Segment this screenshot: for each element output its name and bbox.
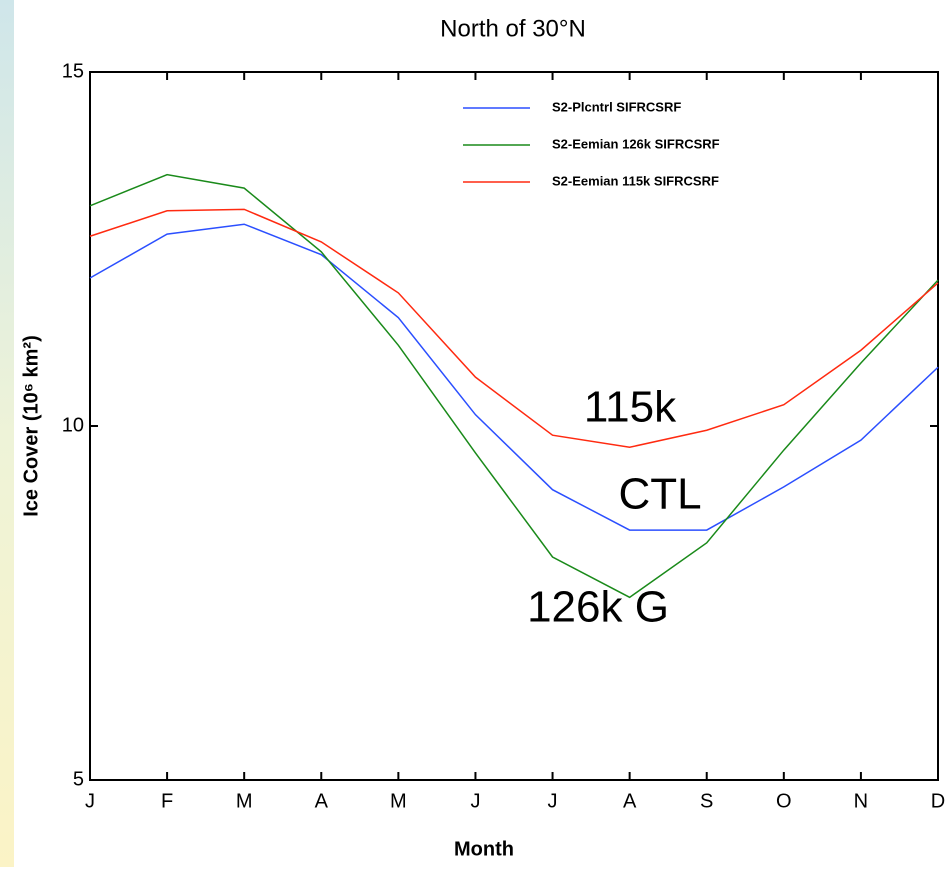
legend-label: S2-Eemian 115k SIFRCSRF [552, 173, 719, 188]
x-tick-label: N [854, 790, 868, 812]
series-line [89, 173, 939, 599]
legend-label: S2-Eemian 126k SIFRCSRF [552, 136, 720, 151]
y-tick-label: 10 [62, 414, 84, 436]
x-axis-label: Month [454, 838, 514, 860]
y-tick-label: 5 [73, 768, 84, 790]
x-tick-label: J [470, 790, 480, 812]
x-tick-label: J [85, 790, 95, 812]
x-tick-label: J [548, 790, 558, 812]
series-line [89, 208, 939, 449]
annotation: 115k [584, 383, 677, 432]
x-tick-label: F [161, 790, 173, 812]
series-line [89, 223, 939, 531]
x-tick-label: M [390, 790, 407, 812]
y-axis-label: Ice Cover (10⁶ km²) [20, 335, 42, 517]
x-tick-label: A [315, 790, 329, 812]
annotation: CTL [618, 470, 701, 519]
x-tick-label: D [931, 790, 945, 812]
x-tick-label: S [700, 790, 713, 812]
x-tick-label: M [236, 790, 253, 812]
annotation: 126k G [527, 583, 669, 632]
y-tick-label: 15 [62, 60, 84, 82]
x-tick-label: O [776, 790, 792, 812]
legend-label: S2-Plcntrl SIFRCSRF [552, 99, 681, 114]
x-tick-label: A [623, 790, 637, 812]
chart-title: North of 30°N [440, 15, 586, 42]
plot-frame [89, 71, 939, 781]
edge-stripe [0, 0, 14, 867]
